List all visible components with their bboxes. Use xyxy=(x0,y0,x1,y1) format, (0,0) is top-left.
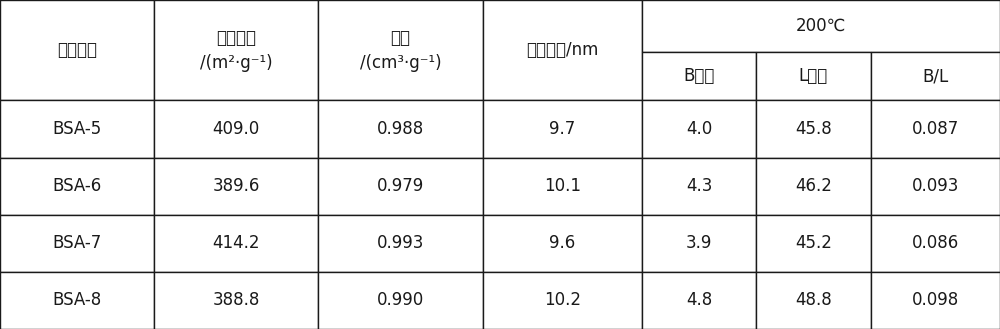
Text: 0.098: 0.098 xyxy=(912,291,959,309)
Text: 9.7: 9.7 xyxy=(549,120,575,138)
Text: 10.1: 10.1 xyxy=(544,177,581,195)
Text: BSA-5: BSA-5 xyxy=(52,120,102,138)
Text: 4.0: 4.0 xyxy=(686,120,712,138)
Bar xyxy=(642,272,756,329)
Text: 409.0: 409.0 xyxy=(213,120,260,138)
Bar xyxy=(642,100,756,158)
Bar xyxy=(642,52,756,100)
Bar xyxy=(318,215,483,272)
Text: B/L: B/L xyxy=(922,67,948,85)
Text: 0.990: 0.990 xyxy=(377,291,424,309)
Text: 45.8: 45.8 xyxy=(795,120,832,138)
Bar xyxy=(154,272,318,329)
Text: L酸量: L酸量 xyxy=(799,67,828,85)
Bar xyxy=(483,272,642,329)
Text: 3.9: 3.9 xyxy=(686,234,712,252)
Bar xyxy=(756,272,871,329)
Bar xyxy=(0,272,154,329)
Bar xyxy=(0,0,154,100)
Bar xyxy=(642,0,1000,52)
Text: 0.993: 0.993 xyxy=(377,234,424,252)
Text: 46.2: 46.2 xyxy=(795,177,832,195)
Text: 200℃: 200℃ xyxy=(796,17,846,35)
Bar xyxy=(642,158,756,215)
Bar xyxy=(154,0,318,100)
Text: 414.2: 414.2 xyxy=(213,234,260,252)
Bar xyxy=(0,158,154,215)
Bar xyxy=(871,272,1000,329)
Bar xyxy=(642,215,756,272)
Text: 45.2: 45.2 xyxy=(795,234,832,252)
Text: 孔容
/(cm³·g⁻¹): 孔容 /(cm³·g⁻¹) xyxy=(360,29,441,72)
Bar xyxy=(154,158,318,215)
Text: B酸量: B酸量 xyxy=(683,67,715,85)
Text: 48.8: 48.8 xyxy=(795,291,832,309)
Bar xyxy=(483,0,642,100)
Text: 0.086: 0.086 xyxy=(912,234,959,252)
Bar xyxy=(154,100,318,158)
Text: BSA-7: BSA-7 xyxy=(52,234,102,252)
Bar xyxy=(871,158,1000,215)
Bar xyxy=(318,100,483,158)
Text: 4.3: 4.3 xyxy=(686,177,712,195)
Bar xyxy=(871,52,1000,100)
Text: 比表面积
/(m²·g⁻¹): 比表面积 /(m²·g⁻¹) xyxy=(200,29,273,72)
Bar xyxy=(0,215,154,272)
Text: 9.6: 9.6 xyxy=(549,234,575,252)
Text: 0.988: 0.988 xyxy=(377,120,424,138)
Bar xyxy=(483,158,642,215)
Text: 388.8: 388.8 xyxy=(213,291,260,309)
Text: 平均孔径/nm: 平均孔径/nm xyxy=(526,41,598,59)
Bar xyxy=(871,100,1000,158)
Bar xyxy=(756,100,871,158)
Text: 0.087: 0.087 xyxy=(912,120,959,138)
Bar xyxy=(318,0,483,100)
Text: 0.979: 0.979 xyxy=(377,177,424,195)
Text: 样品名称: 样品名称 xyxy=(57,41,97,59)
Bar xyxy=(756,215,871,272)
Text: BSA-6: BSA-6 xyxy=(52,177,102,195)
Text: 389.6: 389.6 xyxy=(213,177,260,195)
Bar xyxy=(871,215,1000,272)
Bar xyxy=(318,272,483,329)
Bar xyxy=(756,52,871,100)
Bar xyxy=(154,215,318,272)
Bar xyxy=(0,100,154,158)
Text: BSA-8: BSA-8 xyxy=(52,291,102,309)
Text: 0.093: 0.093 xyxy=(912,177,959,195)
Bar xyxy=(483,215,642,272)
Text: 10.2: 10.2 xyxy=(544,291,581,309)
Bar xyxy=(756,158,871,215)
Bar xyxy=(318,158,483,215)
Text: 4.8: 4.8 xyxy=(686,291,712,309)
Bar xyxy=(483,100,642,158)
